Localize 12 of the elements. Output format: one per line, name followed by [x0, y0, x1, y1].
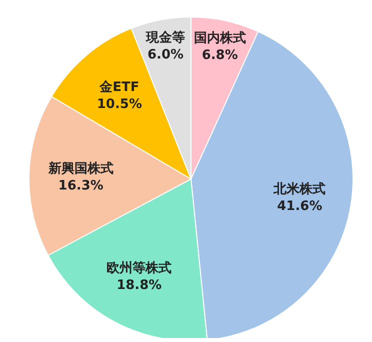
slice-label: 金ETF	[98, 80, 140, 96]
slice-label: 欧州等株式	[106, 260, 172, 276]
slice-label: 北米株式	[272, 180, 326, 197]
slice-label: 新興国株式	[47, 160, 114, 177]
slice-label: 国内株式	[194, 30, 246, 46]
data-label: 6.0%	[147, 47, 184, 62]
slice-label: 現金等	[145, 30, 185, 46]
data-label: 18.8%	[116, 278, 162, 294]
data-label: 10.5%	[96, 97, 142, 112]
data-label: 41.6%	[277, 198, 322, 214]
data-label: 16.3%	[58, 178, 104, 194]
data-label: 6.8%	[202, 48, 238, 64]
